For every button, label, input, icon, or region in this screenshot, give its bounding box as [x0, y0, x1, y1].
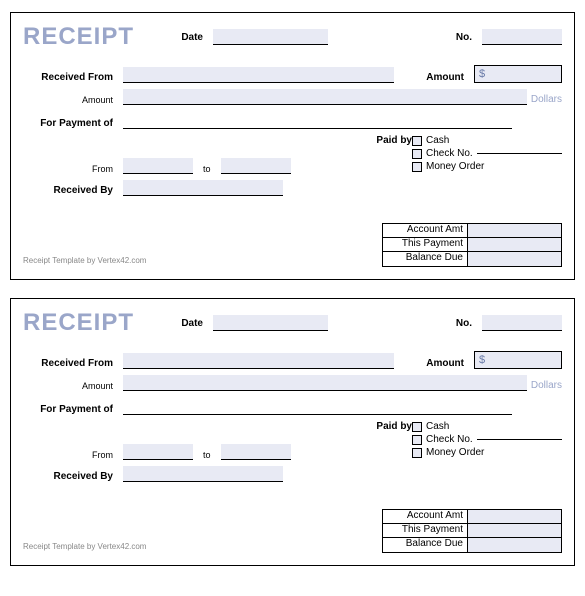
cash-label: Cash	[426, 421, 449, 432]
received-by-label: Received By	[23, 185, 113, 196]
date-label: Date	[163, 318, 203, 329]
from-label: From	[23, 450, 113, 460]
no-label: No.	[442, 32, 472, 43]
to-date-field[interactable]	[221, 444, 291, 460]
no-label: No.	[442, 318, 472, 329]
amount-label: Amount	[414, 358, 464, 369]
for-payment-label: For Payment of	[23, 118, 113, 129]
money-order-label: Money Order	[426, 161, 484, 172]
date-field[interactable]	[213, 29, 328, 45]
paid-by-label: Paid by	[362, 135, 412, 146]
received-by-field[interactable]	[123, 466, 283, 482]
dollars-label: Dollars	[531, 380, 562, 391]
date-label: Date	[163, 32, 203, 43]
check-no-field[interactable]	[477, 439, 562, 440]
check-no-field[interactable]	[477, 153, 562, 154]
account-amt-value[interactable]	[468, 510, 561, 523]
from-date-field[interactable]	[123, 158, 193, 174]
from-label: From	[23, 164, 113, 174]
amount-box[interactable]: $	[474, 351, 562, 369]
paid-by-label: Paid by	[362, 421, 412, 432]
no-field[interactable]	[482, 29, 562, 45]
received-from-label: Received From	[23, 72, 113, 83]
this-payment-label: This Payment	[383, 524, 468, 537]
balance-due-value[interactable]	[468, 252, 561, 266]
amount-label: Amount	[414, 72, 464, 83]
amount-words-field[interactable]	[123, 89, 527, 105]
this-payment-value[interactable]	[468, 524, 561, 537]
received-from-field[interactable]	[123, 67, 394, 83]
check-checkbox[interactable]	[412, 149, 422, 159]
amount-words-field[interactable]	[123, 375, 527, 391]
account-amt-label: Account Amt	[383, 224, 468, 237]
receipt-form: RECEIPT Date No. Received From Amount $ …	[10, 298, 575, 566]
from-date-field[interactable]	[123, 444, 193, 460]
received-from-field[interactable]	[123, 353, 394, 369]
to-label: to	[203, 164, 211, 174]
receipt-form: RECEIPT Date No. Received From Amount $ …	[10, 12, 575, 280]
amount-box[interactable]: $	[474, 65, 562, 83]
for-payment-field[interactable]	[123, 115, 512, 129]
money-order-checkbox[interactable]	[412, 448, 422, 458]
receipt-title: RECEIPT	[23, 309, 163, 337]
money-order-checkbox[interactable]	[412, 162, 422, 172]
receipt-title: RECEIPT	[23, 23, 163, 51]
this-payment-value[interactable]	[468, 238, 561, 251]
cash-label: Cash	[426, 135, 449, 146]
no-field[interactable]	[482, 315, 562, 331]
money-order-label: Money Order	[426, 447, 484, 458]
summary-table: Account Amt This Payment Balance Due	[382, 509, 562, 553]
received-from-label: Received From	[23, 358, 113, 369]
this-payment-label: This Payment	[383, 238, 468, 251]
dollars-label: Dollars	[531, 94, 562, 105]
for-payment-field[interactable]	[123, 401, 512, 415]
balance-due-label: Balance Due	[383, 252, 468, 266]
balance-due-value[interactable]	[468, 538, 561, 552]
for-payment-label: For Payment of	[23, 404, 113, 415]
check-label: Check No.	[426, 148, 473, 159]
amount-words-label: Amount	[23, 381, 113, 391]
check-label: Check No.	[426, 434, 473, 445]
date-field[interactable]	[213, 315, 328, 331]
balance-due-label: Balance Due	[383, 538, 468, 552]
check-checkbox[interactable]	[412, 435, 422, 445]
amount-words-label: Amount	[23, 95, 113, 105]
currency-symbol: $	[479, 68, 485, 80]
cash-checkbox[interactable]	[412, 422, 422, 432]
to-date-field[interactable]	[221, 158, 291, 174]
account-amt-label: Account Amt	[383, 510, 468, 523]
cash-checkbox[interactable]	[412, 136, 422, 146]
currency-symbol: $	[479, 354, 485, 366]
summary-table: Account Amt This Payment Balance Due	[382, 223, 562, 267]
received-by-label: Received By	[23, 471, 113, 482]
account-amt-value[interactable]	[468, 224, 561, 237]
to-label: to	[203, 450, 211, 460]
received-by-field[interactable]	[123, 180, 283, 196]
